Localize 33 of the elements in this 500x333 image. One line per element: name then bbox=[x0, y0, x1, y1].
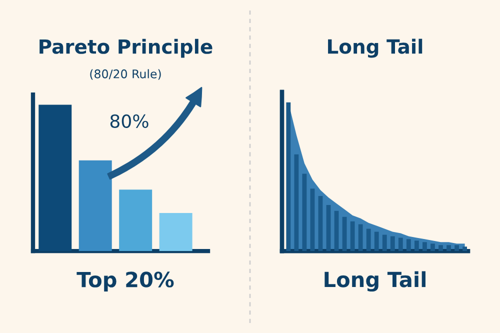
bar bbox=[318, 196, 323, 252]
bar bbox=[334, 210, 339, 252]
bar bbox=[350, 221, 355, 252]
chart-title: Long Tail bbox=[328, 38, 422, 58]
bar bbox=[422, 242, 427, 252]
x-axis-title: Top 20% bbox=[76, 272, 174, 292]
bar bbox=[294, 154, 299, 252]
bar bbox=[462, 246, 467, 252]
bar bbox=[390, 236, 395, 252]
annotation: 80% bbox=[110, 114, 148, 128]
bar bbox=[342, 216, 347, 252]
bar bbox=[366, 228, 371, 252]
bar bbox=[414, 240, 419, 252]
chart-subtitle: (80/20 Rule) bbox=[90, 69, 161, 80]
bar bbox=[374, 232, 379, 252]
bar bbox=[119, 190, 152, 252]
bar bbox=[398, 238, 403, 252]
bar bbox=[78, 160, 112, 252]
x-axis-title: Long Tail bbox=[324, 271, 426, 292]
bar bbox=[438, 245, 443, 252]
bar bbox=[454, 245, 459, 252]
bar bbox=[406, 239, 411, 252]
bar bbox=[286, 102, 291, 252]
bar bbox=[38, 104, 72, 252]
bar bbox=[430, 244, 435, 252]
bar bbox=[159, 213, 192, 252]
bar bbox=[326, 204, 331, 252]
bar bbox=[382, 234, 387, 252]
bar bbox=[302, 174, 307, 252]
bar bbox=[446, 245, 451, 252]
bar bbox=[310, 188, 315, 252]
chart-title: Pareto Principle bbox=[40, 38, 212, 58]
bar bbox=[358, 224, 363, 252]
